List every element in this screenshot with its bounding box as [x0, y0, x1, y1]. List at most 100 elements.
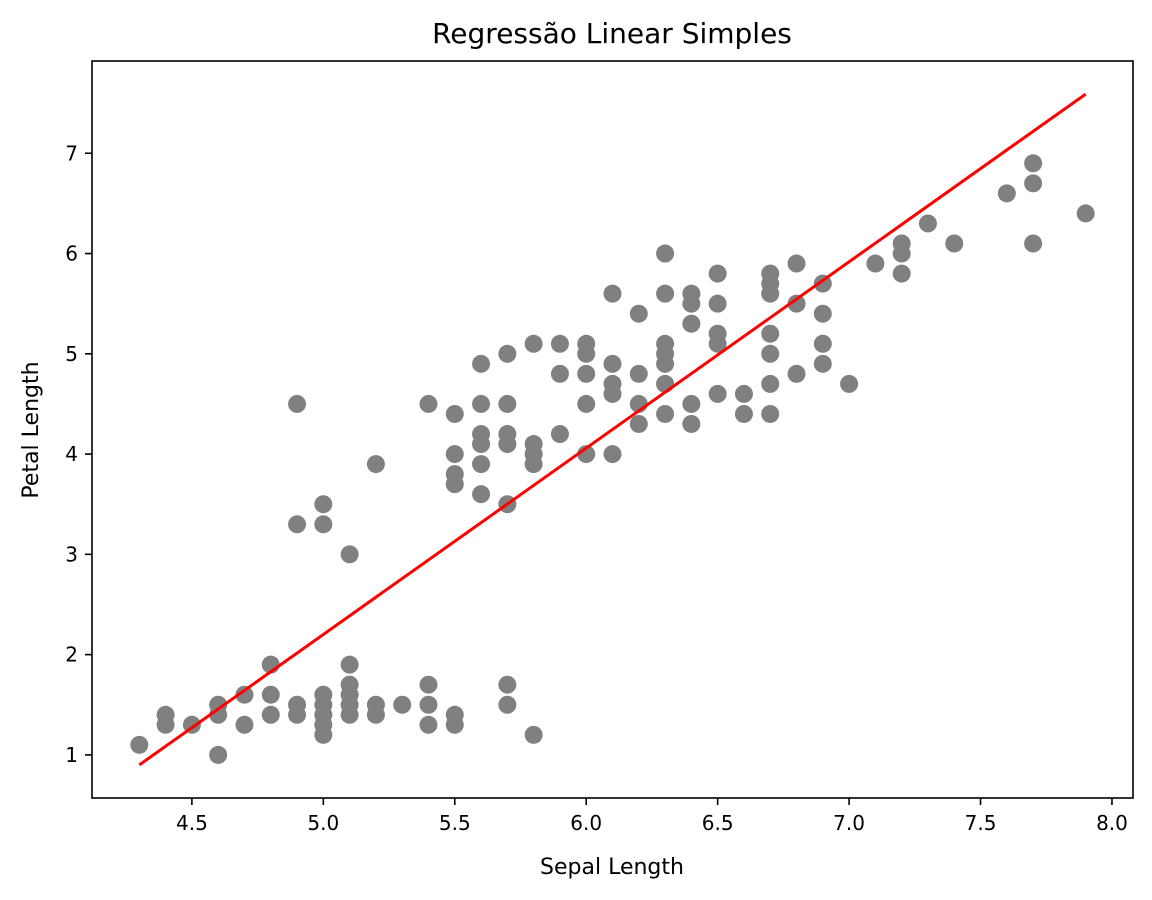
data-point	[656, 284, 675, 303]
data-point	[761, 374, 780, 393]
y-tick-label: 5	[65, 342, 78, 366]
data-point	[787, 294, 806, 313]
data-point	[603, 354, 622, 373]
data-point	[419, 695, 438, 714]
data-point	[498, 394, 517, 413]
x-tick-label: 6.5	[702, 811, 734, 835]
data-point	[472, 394, 491, 413]
data-point	[235, 715, 254, 734]
data-point	[314, 515, 333, 534]
data-point	[734, 404, 753, 423]
data-point	[813, 334, 832, 353]
x-axis-ticks: 4.5 5.0 5.5 6.0 6.5 7.0 7.5 8.0	[176, 798, 1128, 835]
chart-title: Regressão Linear Simples	[432, 17, 792, 50]
data-point	[577, 394, 596, 413]
data-point	[787, 254, 806, 273]
data-point	[288, 394, 307, 413]
regression-line-layer	[138, 92, 1087, 767]
data-point	[813, 274, 832, 293]
data-point	[445, 404, 464, 423]
plot-frame	[91, 60, 1134, 799]
data-point	[603, 284, 622, 303]
data-point	[787, 364, 806, 383]
data-point	[840, 374, 859, 393]
data-point	[472, 455, 491, 474]
data-point	[261, 705, 280, 724]
data-point	[524, 334, 543, 353]
data-point	[550, 425, 569, 444]
data-point	[813, 354, 832, 373]
data-point	[629, 304, 648, 323]
x-tick-label: 7.5	[965, 811, 997, 835]
data-point	[209, 745, 228, 764]
regression-line	[138, 92, 1087, 767]
x-tick-label: 8.0	[1096, 811, 1128, 835]
data-point	[656, 334, 675, 353]
data-point	[498, 425, 517, 444]
data-point	[472, 425, 491, 444]
data-point	[656, 244, 675, 263]
data-point	[498, 695, 517, 714]
y-tick-label: 3	[65, 542, 78, 566]
y-tick-label: 7	[65, 141, 78, 165]
x-tick-label: 5.0	[307, 811, 339, 835]
data-point	[288, 515, 307, 534]
data-point	[156, 705, 175, 724]
data-point	[130, 735, 149, 754]
x-tick-label: 4.5	[176, 811, 208, 835]
x-tick-label: 5.5	[439, 811, 471, 835]
data-point	[813, 304, 832, 323]
data-point	[629, 414, 648, 433]
data-point	[1024, 154, 1043, 173]
data-point	[603, 374, 622, 393]
data-point	[1076, 204, 1095, 223]
data-point	[340, 675, 359, 694]
data-point	[708, 324, 727, 343]
data-point	[209, 695, 228, 714]
data-point	[577, 364, 596, 383]
data-point	[550, 364, 569, 383]
data-point	[682, 284, 701, 303]
data-point	[918, 214, 937, 233]
data-point	[945, 234, 964, 253]
data-point	[498, 344, 517, 363]
data-point	[498, 675, 517, 694]
data-point	[472, 485, 491, 504]
data-point	[682, 414, 701, 433]
y-tick-label: 4	[65, 442, 78, 466]
data-point	[866, 254, 885, 273]
data-point	[656, 374, 675, 393]
data-point	[314, 685, 333, 704]
y-tick-label: 6	[65, 242, 78, 266]
data-point	[708, 294, 727, 313]
data-point	[524, 435, 543, 454]
data-point	[366, 455, 385, 474]
x-tick-label: 7.0	[833, 811, 865, 835]
data-point	[419, 394, 438, 413]
y-tick-label: 1	[65, 743, 78, 767]
data-point	[656, 404, 675, 423]
y-axis-ticks: 1 2 3 4 5 6 7	[65, 141, 92, 767]
data-point	[288, 695, 307, 714]
data-point	[734, 384, 753, 403]
data-point	[445, 705, 464, 724]
data-point	[577, 334, 596, 353]
data-point	[393, 695, 412, 714]
data-point	[419, 715, 438, 734]
data-point	[682, 314, 701, 333]
data-point	[235, 685, 254, 704]
data-point	[366, 695, 385, 714]
data-point	[524, 725, 543, 744]
y-tick-label: 2	[65, 643, 78, 667]
data-point	[472, 354, 491, 373]
data-point	[708, 384, 727, 403]
data-point	[997, 184, 1016, 203]
data-points	[130, 154, 1095, 764]
data-point	[603, 445, 622, 464]
data-point	[419, 675, 438, 694]
data-point	[340, 545, 359, 564]
data-point	[629, 364, 648, 383]
data-point	[314, 495, 333, 514]
data-point	[892, 234, 911, 253]
